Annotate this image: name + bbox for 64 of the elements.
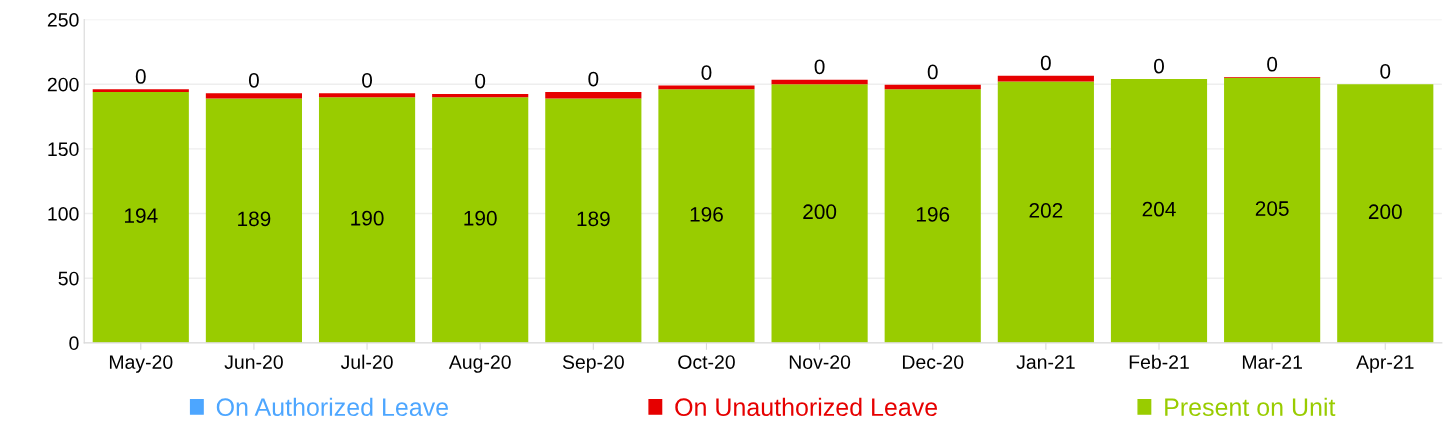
bar [318,93,416,98]
x-tick-label: Dec-20 [902,355,964,369]
legend-label: On Authorized Leave [216,397,448,417]
data-label: 202 [1029,203,1063,218]
x-tick-label: Feb-21 [1129,354,1189,369]
data-label: 204 [1142,201,1176,217]
x-tick-label: Jul-20 [340,354,393,369]
bar [771,84,868,343]
bar [545,98,642,343]
data-label: 0 [475,73,486,89]
data-label: 196 [916,206,950,222]
bar [1337,84,1434,343]
bar [884,89,981,343]
bar [205,93,302,99]
bar [318,97,416,343]
data-label: 196 [690,206,723,222]
bar [1110,79,1208,343]
y-tick-label: 100 [48,207,79,221]
bar [432,93,529,98]
data-label: 0 [135,69,146,84]
bar [658,89,755,343]
data-label: 0 [588,71,599,87]
data-label: 190 [464,210,497,226]
bar [205,98,302,343]
y-tick-label: 150 [48,142,79,157]
data-label: 0 [701,65,712,80]
bar [92,89,189,92]
bar [997,75,1094,82]
bar [92,91,189,343]
legend-label: Present on Unit [1165,397,1336,417]
data-label: 0 [814,59,825,75]
x-tick-label: May-20 [109,355,173,373]
data-label: 189 [238,211,271,227]
x-tick-label: Nov-20 [789,355,851,369]
x-tick-label: Oct-20 [678,355,735,369]
data-label: 0 [1040,55,1051,71]
data-label: 0 [1267,56,1278,72]
y-tick-label: 50 [58,271,79,286]
data-label: 205 [1255,201,1289,216]
bar [997,81,1094,343]
data-label: 200 [803,204,837,220]
x-tick-label: Mar-21 [1242,355,1302,369]
x-tick-label: Aug-20 [448,355,511,373]
bar [1224,77,1321,343]
data-label: 0 [1380,63,1391,79]
bar [658,85,755,90]
x-tick-label: Jun-20 [224,355,283,369]
bar [432,97,529,343]
legend-label: On Unauthorized Leave [675,397,938,417]
bar [545,91,642,99]
data-label: 0 [1154,58,1164,74]
data-label: 0 [362,72,373,88]
y-tick-label: 0 [69,336,79,351]
data-label: 200 [1368,204,1402,220]
data-label: 0 [248,72,259,88]
data-label: 190 [351,210,384,226]
x-tick-label: Apr-21 [1356,355,1414,373]
y-tick-label: 200 [47,77,79,92]
y-tick-label: 250 [47,13,79,27]
data-label: 0 [927,64,938,80]
x-tick-label: Jan-21 [1016,355,1075,369]
data-label: 189 [577,211,610,227]
x-tick-label: Sep-20 [562,355,624,373]
data-label: 194 [124,208,158,223]
